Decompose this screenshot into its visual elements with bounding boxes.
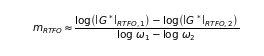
Text: $m_{RTFO} \approx \dfrac{\log\!\left(\left|G^*\right|_{RTFO,1}\right) - \log\!\l: $m_{RTFO} \approx \dfrac{\log\!\left(\le…	[32, 13, 239, 43]
